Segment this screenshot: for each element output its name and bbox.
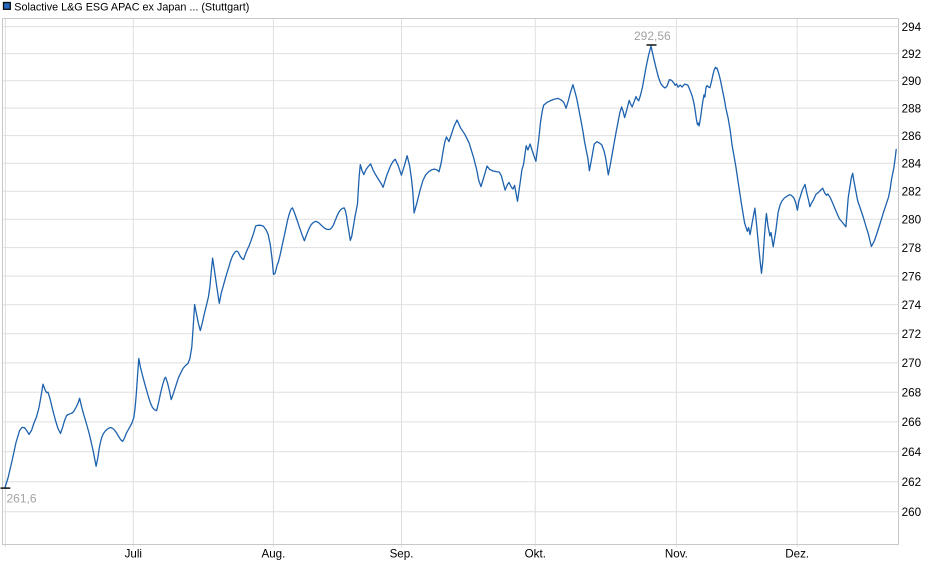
svg-text:Aug.: Aug. — [261, 547, 285, 560]
svg-text:276: 276 — [902, 270, 922, 283]
svg-text:272: 272 — [902, 328, 922, 341]
svg-text:284: 284 — [902, 157, 922, 170]
svg-text:278: 278 — [902, 242, 922, 255]
svg-text:Solactive L&G ESG APAC ex Japa: Solactive L&G ESG APAC ex Japan ... (Stu… — [14, 2, 249, 14]
svg-text:Juli: Juli — [125, 547, 142, 560]
svg-text:262: 262 — [902, 476, 922, 489]
svg-text:266: 266 — [902, 416, 922, 429]
svg-text:288: 288 — [902, 102, 922, 115]
svg-text:280: 280 — [902, 213, 922, 226]
svg-text:274: 274 — [902, 299, 922, 312]
svg-text:Okt.: Okt. — [525, 547, 546, 560]
svg-text:292: 292 — [902, 48, 922, 61]
svg-text:282: 282 — [902, 185, 922, 198]
svg-text:264: 264 — [902, 446, 922, 459]
svg-text:Dez.: Dez. — [785, 547, 809, 560]
svg-text:Nov.: Nov. — [665, 547, 688, 560]
svg-text:290: 290 — [902, 75, 922, 88]
svg-text:261,6: 261,6 — [7, 492, 37, 506]
svg-text:292,56: 292,56 — [634, 29, 671, 43]
svg-text:268: 268 — [902, 386, 922, 399]
svg-text:260: 260 — [902, 506, 922, 519]
svg-text:Sep.: Sep. — [390, 547, 414, 560]
svg-text:286: 286 — [902, 130, 922, 143]
svg-text:294: 294 — [902, 21, 922, 34]
svg-text:270: 270 — [902, 357, 922, 370]
